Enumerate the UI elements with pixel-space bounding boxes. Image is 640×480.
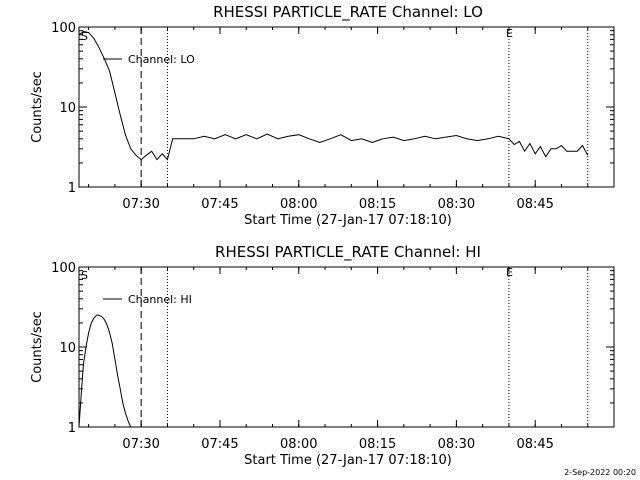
y-tick-label: 1 [68,181,76,196]
legend-label: Channel: LO [128,53,195,66]
y-axis-label: Counts/sec [30,311,45,383]
series-line-lo [78,30,589,161]
legend-label: Channel: HI [128,293,192,306]
end-marker: E [506,266,513,279]
x-axis-label: Start Time (27-Jan-17 07:18:10) [244,453,452,468]
y-tick-label: 100 [51,261,76,276]
vline-group [140,27,589,187]
plot-frame [78,26,615,188]
x-tick-label: 07:45 [201,437,238,452]
end-marker: E [506,27,513,40]
tick-group: 07:30 07:45 08:00 08:15 08:30 08:45 1 10 100 [51,261,615,452]
chart-title: RHESSI PARTICLE_RATE Channel: LO [213,3,483,22]
x-tick-label: 08:00 [280,437,317,452]
start-marker: S [81,30,88,43]
x-tick-label: 07:30 [122,437,159,452]
vline-group [140,267,589,427]
footer-date: 2-Sep-2022 00:20 [564,468,636,477]
y-tick-label: 10 [59,101,76,116]
x-tick-label: 08:00 [280,197,317,212]
x-tick-label: 08:30 [438,197,475,212]
tick-group: 07:30 07:45 08:00 08:15 08:30 08:45 1 10 100 [51,21,615,212]
y-axis-label: Counts/sec [30,71,45,143]
panel-lo: RHESSI PARTICLE_RATE Channel: LO Counts/… [30,3,615,228]
start-marker: S [81,269,88,282]
x-tick-label: 08:45 [516,437,553,452]
x-tick-label: 08:15 [359,197,396,212]
x-tick-label: 08:30 [438,437,475,452]
y-tick-label: 1 [68,421,76,436]
x-tick-label: 07:45 [201,197,238,212]
series-line-hi [78,314,132,428]
x-tick-label: 08:15 [359,437,396,452]
plot-frame [78,266,615,428]
x-tick-label: 07:30 [122,197,159,212]
x-axis-label: Start Time (27-Jan-17 07:18:10) [244,213,452,228]
chart-title: RHESSI PARTICLE_RATE Channel: HI [215,243,481,262]
x-tick-label: 08:45 [516,197,553,212]
y-tick-label: 100 [51,21,76,36]
panel-hi: RHESSI PARTICLE_RATE Channel: HI Counts/… [30,243,615,468]
y-tick-label: 10 [59,341,76,356]
